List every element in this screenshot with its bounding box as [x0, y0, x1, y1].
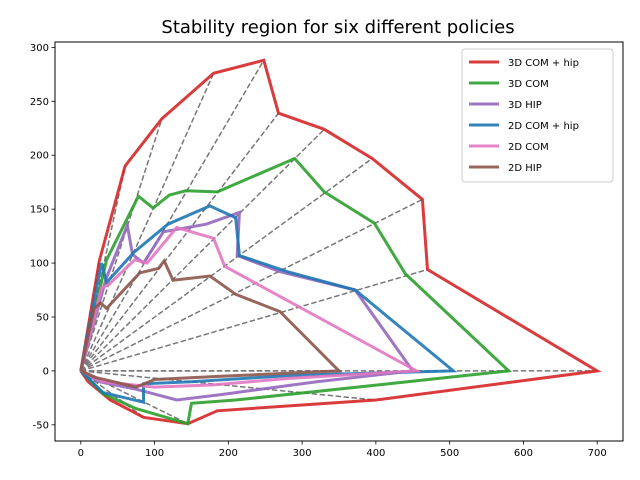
chart-title: Stability region for six different polic… [161, 17, 514, 38]
legend-label: 2D COM [508, 142, 549, 153]
reference-ray-13 [80, 370, 376, 401]
x-tick-label: 100 [145, 448, 164, 459]
legend-label: 2D COM + hip [508, 121, 579, 132]
reference-ray-1 [80, 268, 428, 372]
axes-frame [54, 41, 624, 442]
plot-area [79, 58, 602, 426]
y-tick-label: 100 [30, 259, 49, 270]
y-tick-label: 250 [30, 97, 49, 108]
axes: 0 100 200 300 400 500 600 700 -50 0 50 100 150 200 250… [30, 41, 624, 459]
y-tick-label: -50 [33, 420, 49, 431]
series-line-2d-com [79, 225, 422, 389]
legend: 3D COM + hip 3D COM 3D HIP 2D COM + hip 2D C… [461, 48, 614, 183]
legend-label: 3D COM [508, 79, 549, 90]
reference-ray-4 [80, 128, 325, 372]
x-tick-label: 600 [514, 448, 533, 459]
y-tick-label: 200 [30, 151, 49, 162]
x-tick-label: 200 [219, 448, 238, 459]
series-line-2d-com-hip [79, 204, 458, 405]
x-tick-label: 0 [78, 448, 84, 459]
legend-label: 2D HIP [508, 163, 542, 174]
series-line-3d-com-hip [79, 58, 602, 426]
y-tick-label: 150 [30, 205, 49, 216]
series-line-3d-hip [79, 210, 416, 402]
y-tick-label: 300 [30, 43, 49, 54]
reference-ray-7 [80, 72, 215, 372]
x-tick-label: 500 [440, 448, 459, 459]
x-tick-label: 300 [293, 448, 312, 459]
reference-ray-8 [80, 118, 163, 372]
series-line-2d-hip [79, 258, 343, 389]
reference-ray-3 [80, 157, 373, 372]
reference-ray-6 [80, 59, 265, 372]
x-tick-label: 700 [588, 448, 607, 459]
legend-label: 3D COM + hip [508, 58, 579, 69]
series-line-3d-com [79, 156, 513, 426]
legend-label: 3D HIP [508, 100, 542, 111]
x-tick-label: 400 [366, 448, 385, 459]
reference-ray-5 [80, 112, 280, 372]
y-tick-label: 50 [36, 312, 49, 323]
legend-box [461, 48, 614, 183]
y-tick-label: 0 [43, 366, 49, 377]
